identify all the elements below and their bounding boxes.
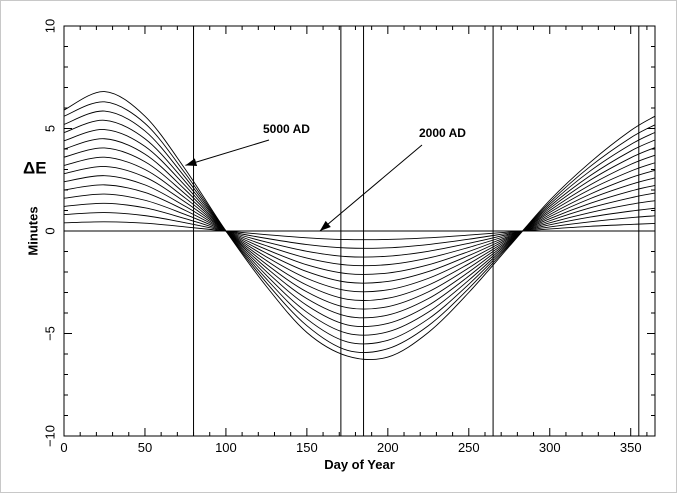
y-tick-label: −5 bbox=[42, 326, 57, 341]
series-line-8 bbox=[63, 156, 656, 301]
x-tick-label: 50 bbox=[138, 440, 152, 455]
x-tick-label: 250 bbox=[458, 440, 480, 455]
annotation-arrow-line bbox=[185, 139, 270, 166]
annotation-arrowhead bbox=[319, 220, 331, 231]
x-tick-label: 350 bbox=[620, 440, 642, 455]
x-tick-label: 100 bbox=[215, 440, 237, 455]
series-line-11 bbox=[63, 129, 656, 328]
y-tick-label: 10 bbox=[42, 19, 57, 33]
series-line-1 bbox=[63, 221, 656, 241]
y-tick-label: 0 bbox=[42, 227, 57, 234]
series-line-15 bbox=[63, 91, 656, 361]
x-axis-title: Day of Year bbox=[324, 457, 395, 472]
series-line-6 bbox=[63, 175, 656, 284]
x-tick-label: 0 bbox=[60, 440, 67, 455]
y-tick-label: 5 bbox=[42, 125, 57, 132]
series-line-2 bbox=[63, 212, 656, 249]
delta-e-label: ΔE bbox=[23, 159, 47, 178]
y-tick-label: −10 bbox=[42, 425, 57, 447]
series-line-9 bbox=[63, 147, 656, 310]
x-tick-label: 150 bbox=[296, 440, 318, 455]
series-line-14 bbox=[63, 101, 656, 354]
annotation-label: 5000 AD bbox=[263, 122, 310, 136]
series-line-4 bbox=[63, 193, 656, 267]
x-tick-label: 200 bbox=[377, 440, 399, 455]
y-axis-title: Minutes bbox=[25, 206, 40, 255]
annotation-arrow-line bbox=[319, 144, 423, 232]
series-line-12 bbox=[63, 119, 656, 336]
series-line-3 bbox=[63, 202, 656, 258]
annotation-label: 2000 AD bbox=[419, 126, 466, 140]
series-line-5 bbox=[63, 184, 656, 275]
annotation-arrowhead bbox=[185, 158, 198, 167]
series-line-10 bbox=[63, 138, 656, 319]
series-line-7 bbox=[63, 165, 656, 293]
series-line-13 bbox=[63, 110, 656, 345]
x-tick-label: 300 bbox=[539, 440, 561, 455]
